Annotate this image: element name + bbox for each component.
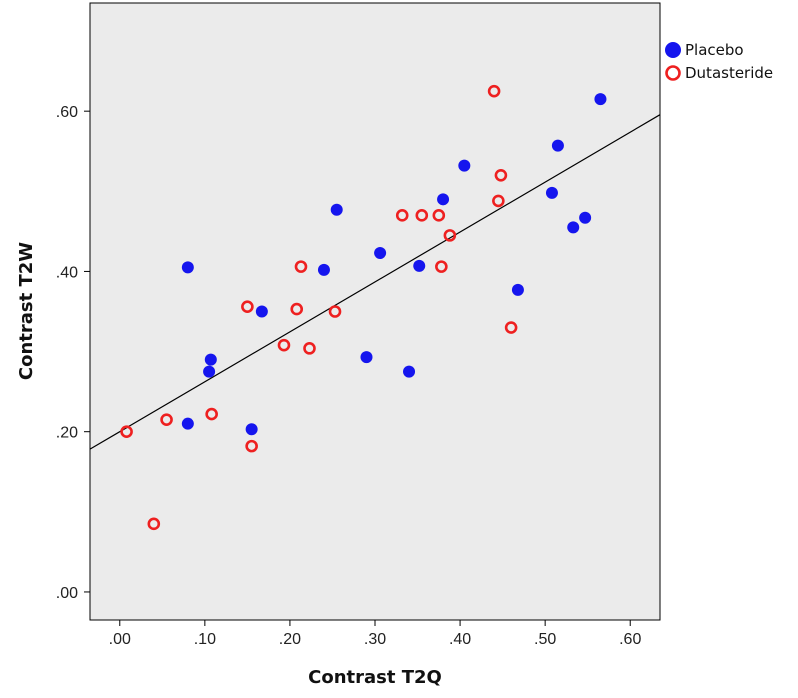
placebo-point	[181, 261, 194, 274]
dutasteride-point	[241, 300, 254, 313]
dutasteride-point	[487, 84, 501, 98]
y-tick-label: .60	[56, 104, 78, 121]
dutasteride-legend-label: Dutasteride	[685, 64, 773, 82]
dutasteride-point	[303, 342, 316, 355]
placebo-point	[511, 283, 524, 296]
placebo-point	[330, 203, 343, 216]
placebo-point	[567, 221, 580, 234]
placebo-legend-marker	[665, 42, 681, 58]
dutasteride-point	[395, 209, 409, 222]
dutasteride-point	[494, 168, 508, 182]
placebo-point	[255, 305, 268, 318]
fit-line	[89, 114, 661, 450]
y-tick-label: .00	[56, 585, 78, 602]
placebo-point	[204, 353, 217, 366]
placebo-point	[413, 259, 426, 272]
dutasteride-point	[432, 209, 446, 222]
dutasteride-point	[415, 209, 429, 222]
placebo-point	[203, 365, 216, 378]
placebo-point	[245, 423, 258, 436]
x-tick-label: .60	[619, 631, 641, 648]
legend: Placebo Dutasteride	[665, 41, 773, 82]
y-tick-label: .40	[56, 264, 78, 281]
dutasteride-point	[205, 407, 218, 421]
dutasteride-point	[245, 439, 258, 453]
dutasteride-point	[290, 302, 304, 316]
y-axis: .00 .20 .40 .60	[56, 104, 90, 602]
placebo-point	[317, 263, 330, 276]
y-tick-label: .20	[56, 425, 78, 442]
placebo-point	[579, 211, 592, 224]
dutasteride-point	[160, 413, 173, 426]
placebo-legend-label: Placebo	[685, 41, 744, 59]
dutasteride-point	[120, 425, 133, 438]
dutasteride-legend-marker	[665, 65, 681, 81]
placebo-point	[551, 139, 564, 152]
placebo-point	[437, 193, 450, 206]
placebo-point	[403, 365, 416, 378]
dutasteride-point	[294, 260, 308, 273]
x-tick-label: .30	[364, 631, 386, 648]
x-axis-title: Contrast T2Q	[308, 667, 442, 688]
y-axis-title: Contrast T2W	[16, 242, 37, 380]
dutasteride-point	[328, 305, 342, 318]
x-tick-label: .00	[109, 631, 131, 648]
x-tick-label: .50	[534, 631, 556, 648]
x-tick-label: .20	[279, 631, 301, 648]
placebo-point	[360, 351, 373, 364]
placebo-point	[458, 159, 471, 172]
x-axis: .00 .10 .20 .30 .40 .50 .60	[109, 620, 641, 648]
dutasteride-point	[435, 260, 448, 273]
dutasteride-point	[492, 194, 505, 208]
dutasteride-point	[443, 229, 457, 242]
plot-area	[89, 2, 661, 621]
placebo-point	[594, 93, 607, 106]
dutasteride-point	[277, 338, 291, 352]
x-tick-label: .40	[449, 631, 471, 648]
placebo-point	[545, 186, 558, 199]
dutasteride-point	[147, 517, 161, 531]
placebo-point	[181, 417, 194, 430]
x-tick-label: .10	[194, 631, 216, 648]
dutasteride-point	[504, 321, 518, 334]
placebo-point	[374, 247, 387, 260]
